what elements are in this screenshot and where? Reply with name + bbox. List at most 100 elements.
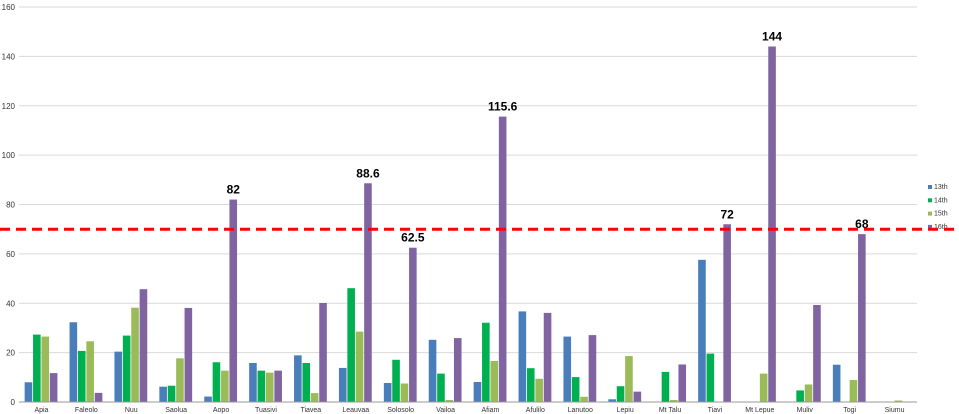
bar-13th bbox=[383, 382, 392, 402]
bar-16th bbox=[768, 46, 776, 402]
y-tick-label: 40 bbox=[6, 299, 15, 308]
bar-13th bbox=[518, 311, 527, 402]
bar-14th bbox=[616, 386, 625, 402]
x-category-label: Afulilo bbox=[526, 407, 545, 414]
x-category-label: Mt Lepue bbox=[745, 407, 774, 414]
bar-14th bbox=[33, 334, 41, 402]
x-category-label: Aopo bbox=[213, 407, 229, 414]
bar-16th bbox=[678, 364, 687, 402]
y-tick-label: 60 bbox=[6, 250, 15, 259]
bar-14th bbox=[347, 288, 355, 402]
bar-16th bbox=[229, 199, 238, 402]
legend-swatch bbox=[928, 185, 932, 189]
bar-13th bbox=[338, 367, 347, 402]
bar-14th bbox=[212, 362, 221, 402]
bar-15th bbox=[849, 380, 858, 402]
bar-13th bbox=[563, 336, 572, 402]
bar-15th bbox=[580, 396, 588, 402]
bar-15th bbox=[86, 341, 94, 402]
y-axis-ticks: 0 20 40 60 80 100 120 140 160 bbox=[2, 3, 16, 407]
bar-series bbox=[24, 46, 903, 403]
legend-label: 16th bbox=[934, 224, 948, 231]
bar-15th bbox=[490, 361, 499, 402]
y-tick-label: 80 bbox=[6, 201, 15, 210]
bar-16th bbox=[94, 392, 103, 402]
bar-14th bbox=[482, 322, 490, 402]
value-callouts: 82 88.6 62.5 115.6 72 144 68 bbox=[227, 30, 869, 245]
bar-15th bbox=[265, 372, 274, 402]
x-category-label: Nuu bbox=[125, 407, 138, 414]
legend-swatch bbox=[928, 211, 932, 216]
bar-16th bbox=[139, 289, 148, 402]
bar-14th bbox=[167, 385, 176, 402]
x-category-label: Solosolo bbox=[387, 407, 414, 414]
bar-13th bbox=[608, 399, 616, 402]
bar-14th bbox=[526, 368, 535, 402]
bar-16th bbox=[723, 224, 731, 402]
legend-label: 14th bbox=[934, 197, 948, 204]
bar-14th bbox=[661, 371, 670, 402]
x-category-label: Tiavea bbox=[300, 407, 321, 414]
bar-13th bbox=[24, 382, 33, 402]
bar-16th bbox=[588, 335, 597, 402]
bar-15th bbox=[445, 400, 454, 402]
x-category-label: Togi bbox=[843, 407, 856, 414]
bar-14th bbox=[392, 359, 400, 402]
bar-15th bbox=[625, 356, 633, 402]
bar-13th bbox=[294, 355, 302, 402]
bar-13th bbox=[473, 382, 482, 402]
bar-13th bbox=[832, 364, 841, 402]
bar-16th bbox=[184, 307, 193, 402]
x-category-label: Apia bbox=[34, 407, 48, 414]
bar-15th bbox=[176, 358, 184, 402]
bar-16th bbox=[409, 247, 417, 402]
bar-15th bbox=[759, 373, 768, 402]
x-category-label: Afiam bbox=[481, 407, 499, 414]
bar-16th bbox=[364, 183, 372, 402]
bar-15th bbox=[355, 331, 364, 402]
bar-16th bbox=[49, 373, 58, 402]
value-callout: 88.6 bbox=[356, 166, 380, 180]
bar-14th bbox=[122, 335, 131, 402]
value-callout: 82 bbox=[227, 183, 241, 197]
bar-13th bbox=[249, 362, 257, 402]
x-category-label: Tuasivi bbox=[255, 407, 277, 414]
bar-13th bbox=[698, 259, 706, 402]
x-category-label: Muliv bbox=[797, 407, 814, 414]
x-category-label: Lanutoo bbox=[568, 407, 593, 414]
bar-16th bbox=[453, 338, 462, 402]
bar-14th bbox=[706, 353, 715, 402]
bar-13th bbox=[159, 386, 167, 402]
x-category-label: Faleolo bbox=[75, 407, 98, 414]
bar-14th bbox=[571, 377, 580, 402]
x-axis-labels: Apia Faleolo Nuu Saolua Aopo Tuasivi Tiavea Lea… bbox=[34, 407, 904, 414]
legend-swatch bbox=[928, 198, 932, 203]
x-category-label: Tiavi bbox=[708, 407, 723, 414]
value-callout: 115.6 bbox=[488, 100, 518, 114]
bar-14th bbox=[796, 390, 804, 402]
y-tick-label: 0 bbox=[11, 398, 16, 407]
bar-15th bbox=[670, 400, 678, 402]
legend: 13th 14th 15th 16th bbox=[928, 184, 948, 231]
bar-13th bbox=[428, 339, 437, 402]
y-tick-label: 140 bbox=[2, 52, 16, 61]
y-tick-label: 100 bbox=[2, 151, 16, 160]
bar-15th bbox=[894, 400, 903, 402]
gridlines bbox=[19, 6, 917, 403]
value-callout: 72 bbox=[720, 207, 734, 221]
bar-15th bbox=[221, 370, 229, 402]
bar-14th bbox=[437, 373, 445, 402]
bar-16th bbox=[813, 304, 821, 402]
bar-15th bbox=[804, 384, 813, 402]
value-callout: 62.5 bbox=[401, 231, 425, 245]
bar-15th bbox=[41, 336, 50, 402]
bar-15th bbox=[400, 383, 409, 402]
legend-label: 15th bbox=[934, 211, 948, 218]
bar-16th bbox=[274, 370, 282, 402]
bar-14th bbox=[302, 362, 311, 402]
bar-16th bbox=[858, 234, 866, 403]
bar-13th bbox=[69, 322, 78, 402]
value-callout: 68 bbox=[855, 217, 869, 231]
bar-16th bbox=[498, 116, 507, 403]
